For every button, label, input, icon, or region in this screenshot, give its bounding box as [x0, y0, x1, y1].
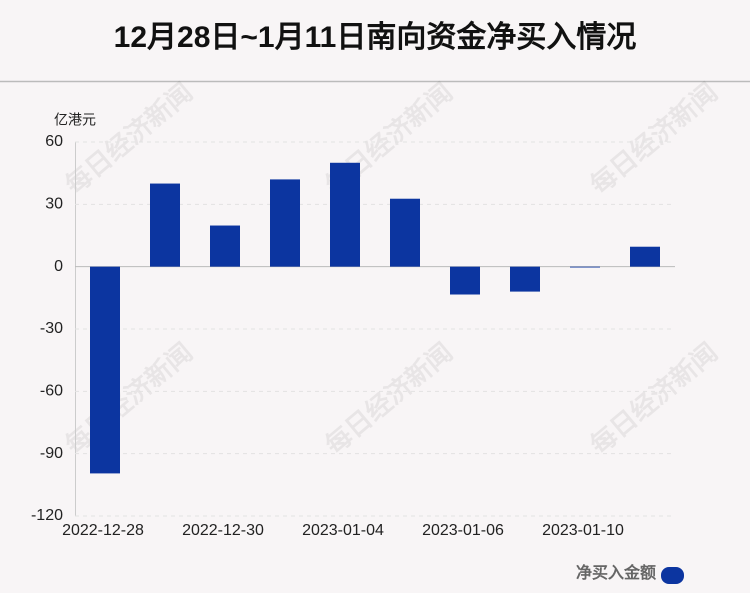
y-axis-label: 亿港元: [54, 112, 96, 128]
y-tick-label: 30: [45, 196, 63, 213]
y-tick-label: -90: [40, 445, 63, 462]
y-tick-label: 60: [45, 133, 63, 150]
x-tick-label: 2023-01-06: [422, 522, 504, 539]
legend-label: 净买入金额: [576, 563, 656, 582]
bar: [210, 225, 240, 267]
bar: [510, 266, 540, 292]
chart-title: 12月28日~1月11日南向资金净买入情况: [114, 20, 637, 54]
y-tick-label: -30: [40, 320, 63, 337]
bar: [450, 266, 480, 295]
bar: [630, 246, 660, 267]
bar: [390, 198, 420, 267]
y-tick-label: -60: [40, 383, 63, 400]
legend-swatch: [661, 567, 684, 584]
bar: [270, 179, 300, 267]
x-tick-label: 2023-01-10: [542, 522, 624, 539]
x-tick-label: 2022-12-28: [62, 522, 144, 539]
bar: [90, 266, 120, 474]
bar: [330, 162, 360, 267]
x-tick-label: 2022-12-30: [182, 522, 264, 539]
bar: [570, 266, 600, 268]
x-tick-label: 2023-01-04: [302, 522, 384, 539]
bar: [150, 183, 180, 267]
y-tick-label: -120: [31, 507, 63, 524]
y-tick-label: 0: [54, 258, 63, 275]
